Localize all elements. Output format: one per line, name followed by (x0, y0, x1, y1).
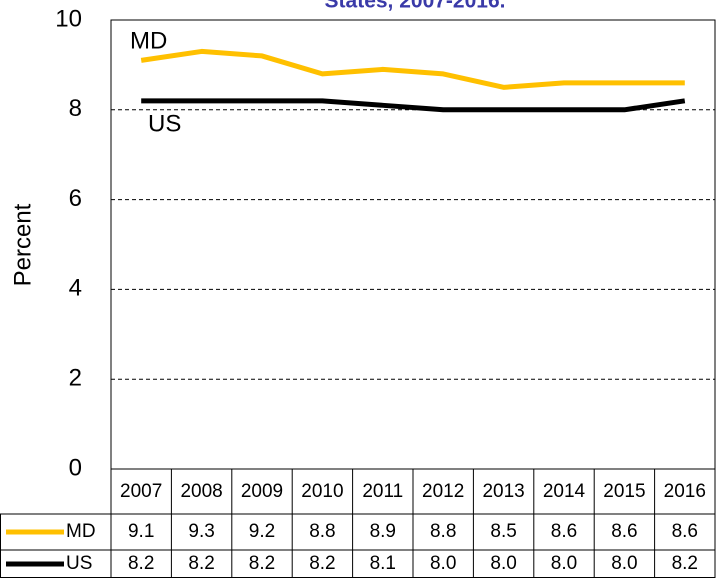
table-value: 8.8 (430, 521, 456, 542)
y-tick-label: 2 (69, 365, 82, 392)
table-value: 8.9 (370, 521, 396, 542)
table-value: 8.2 (672, 553, 698, 574)
table-value: 8.0 (551, 553, 577, 574)
table-value: 8.6 (611, 521, 637, 542)
table-value: 8.2 (249, 553, 275, 574)
table-value: 8.5 (490, 521, 516, 542)
x-tick-label: 2008 (180, 481, 222, 502)
line-annotation: MD (130, 27, 167, 54)
table-value: 9.2 (249, 521, 275, 542)
x-tick-label: 2013 (482, 481, 524, 502)
x-tick-label: 2016 (664, 481, 706, 502)
table-value: 8.2 (309, 553, 335, 574)
table-value: 8.6 (551, 521, 577, 542)
table-value: 9.3 (188, 521, 214, 542)
plot-border (110, 19, 716, 470)
table-value: 9.1 (128, 521, 154, 542)
y-tick-label: 0 (69, 454, 82, 481)
table-value: 8.0 (490, 553, 516, 574)
x-tick-label: 2014 (543, 481, 586, 502)
chart-title: States, 2007-2016. (325, 0, 506, 13)
legend-label: MD (66, 521, 96, 542)
table-value: 8.1 (370, 553, 396, 574)
y-tick-label: 8 (69, 95, 82, 122)
series-line (140, 48, 685, 90)
table-value: 8.0 (430, 553, 456, 574)
y-axis-label: Percent (9, 203, 36, 286)
x-tick-label: 2007 (120, 481, 162, 502)
y-tick-label: 10 (55, 5, 82, 32)
line-annotation: US (148, 110, 181, 137)
table-value: 8.6 (672, 521, 698, 542)
table-value: 8.2 (128, 553, 154, 574)
y-tick-label: 6 (69, 185, 82, 212)
table-value: 8.8 (309, 521, 335, 542)
x-tick-label: 2010 (301, 481, 343, 502)
series-line (141, 98, 686, 113)
x-tick-label: 2012 (422, 481, 464, 502)
x-tick-label: 2009 (241, 481, 283, 502)
y-tick-label: 4 (69, 275, 82, 302)
legend-label: US (66, 553, 92, 574)
x-tick-label: 2011 (362, 481, 403, 502)
x-tick-label: 2015 (603, 481, 645, 502)
table-value: 8.0 (611, 553, 637, 574)
table-value: 8.2 (188, 553, 214, 574)
